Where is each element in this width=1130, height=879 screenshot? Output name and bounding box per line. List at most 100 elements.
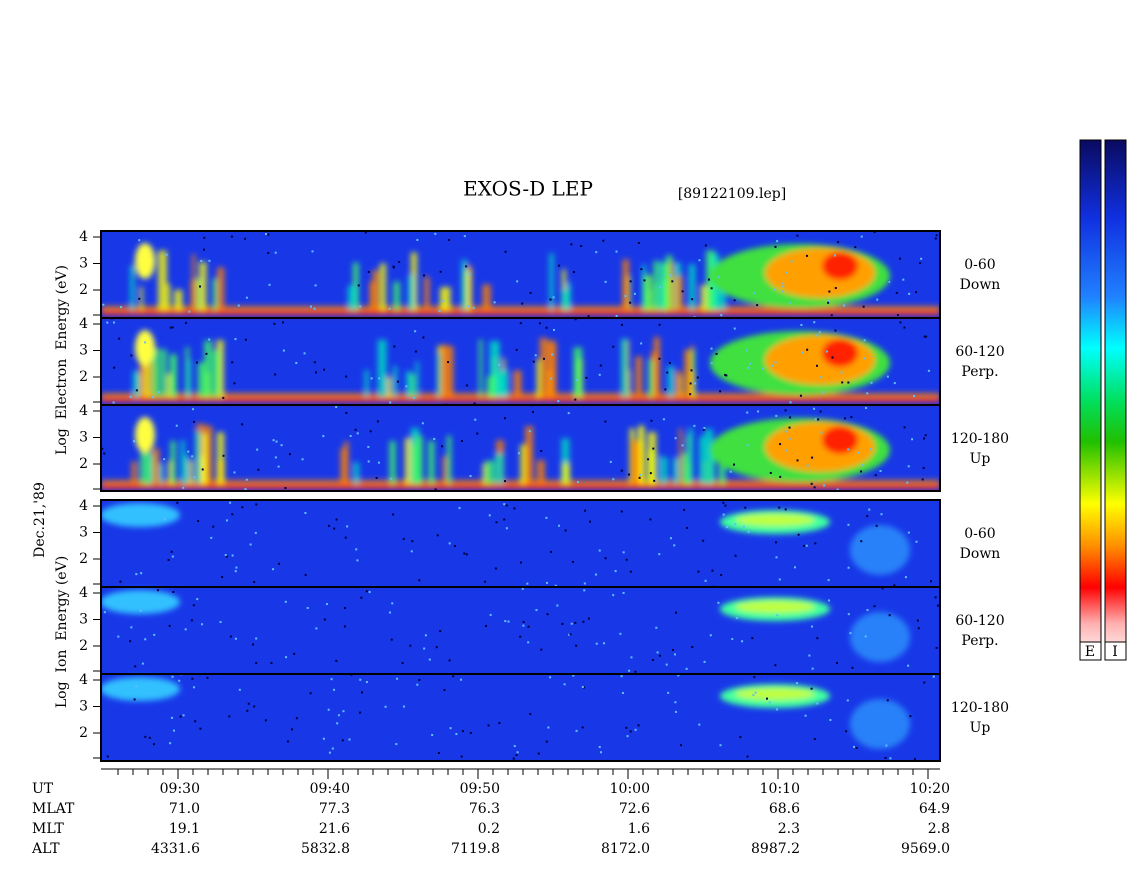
noise — [542, 357, 545, 360]
feature — [409, 374, 415, 397]
noise — [443, 689, 446, 692]
noise — [603, 642, 606, 645]
feature — [217, 267, 225, 310]
noise — [775, 708, 778, 711]
noise — [301, 458, 304, 461]
feature — [204, 425, 213, 484]
noise — [455, 733, 458, 736]
feature — [393, 366, 397, 397]
noise — [144, 638, 147, 641]
noise — [245, 296, 248, 299]
noise — [855, 747, 858, 750]
noise — [823, 484, 826, 487]
noise — [749, 362, 752, 365]
energy-tick-label: 3 — [79, 343, 88, 359]
noise — [284, 487, 287, 490]
time-tick-label: 09:50 — [460, 781, 500, 797]
feature — [152, 448, 160, 484]
noise — [796, 682, 799, 685]
noise — [234, 338, 237, 341]
feature — [573, 347, 583, 397]
noise — [923, 681, 926, 684]
noise — [658, 323, 661, 326]
noise — [629, 301, 632, 304]
feature — [199, 261, 207, 310]
noise — [467, 305, 470, 308]
noise — [270, 662, 273, 665]
noise — [178, 679, 181, 682]
noise — [170, 550, 173, 553]
noise — [106, 755, 109, 758]
noise — [863, 339, 866, 342]
noise — [139, 609, 142, 612]
noise — [169, 326, 172, 329]
feature — [546, 340, 556, 397]
noise — [903, 426, 906, 429]
orbit-value: 4331.6 — [151, 841, 200, 857]
noise — [333, 527, 336, 530]
noise — [504, 250, 507, 253]
noise — [580, 245, 583, 248]
noise — [468, 273, 471, 276]
panel-range: 60-120 — [955, 613, 1004, 629]
noise — [720, 574, 723, 577]
feature — [850, 525, 910, 575]
noise — [582, 686, 585, 689]
noise — [256, 448, 259, 451]
noise — [322, 435, 325, 438]
feature — [709, 288, 714, 310]
noise — [896, 314, 899, 317]
noise — [521, 302, 524, 305]
noise — [806, 464, 809, 467]
noise — [834, 329, 837, 332]
noise — [201, 468, 204, 471]
feature — [688, 428, 693, 484]
feature — [485, 460, 495, 484]
noise — [775, 414, 778, 417]
noise — [435, 646, 438, 649]
noise — [629, 730, 632, 733]
feature — [634, 444, 643, 484]
noise — [681, 290, 684, 293]
noise — [465, 265, 468, 268]
noise — [614, 570, 617, 573]
noise — [336, 722, 339, 725]
noise — [134, 665, 137, 668]
orbit-value: 21.6 — [319, 821, 350, 837]
noise — [671, 280, 674, 283]
noise — [212, 525, 215, 528]
noise — [745, 349, 748, 352]
noise — [899, 321, 902, 324]
noise — [268, 283, 271, 286]
noise — [719, 744, 722, 747]
noise — [697, 570, 700, 573]
noise — [902, 278, 905, 281]
noise — [857, 451, 860, 454]
noise — [710, 287, 713, 290]
noise — [768, 701, 771, 704]
noise — [545, 516, 548, 519]
noise — [167, 559, 170, 562]
noise — [919, 262, 922, 265]
orbit-value: 64.9 — [919, 801, 950, 817]
noise — [495, 521, 498, 524]
noise — [920, 257, 923, 260]
noise — [364, 231, 367, 234]
noise — [853, 745, 856, 748]
noise — [785, 271, 788, 274]
noise — [325, 603, 328, 606]
noise — [703, 660, 706, 663]
noise — [916, 619, 919, 622]
noise — [834, 287, 837, 290]
noise — [546, 613, 549, 616]
noise — [886, 375, 889, 378]
noise — [746, 755, 749, 758]
noise — [626, 735, 629, 738]
noise — [519, 635, 522, 638]
noise — [775, 556, 778, 559]
noise — [355, 548, 358, 551]
noise — [598, 373, 601, 376]
feature — [347, 285, 357, 310]
noise — [778, 578, 781, 581]
noise — [367, 270, 370, 273]
